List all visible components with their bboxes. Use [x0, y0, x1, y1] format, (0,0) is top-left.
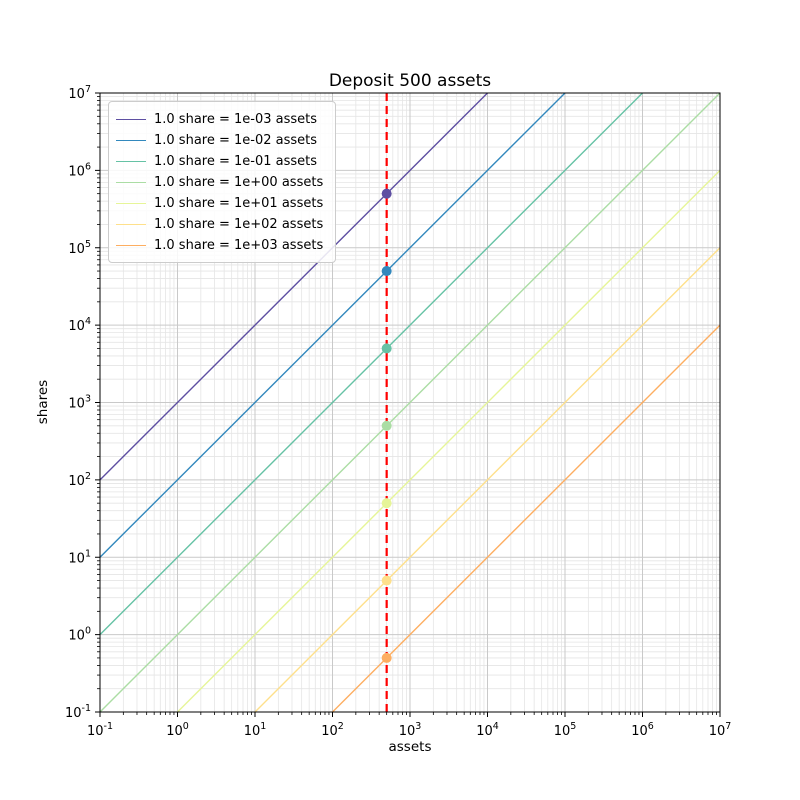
legend-label: 1.0 share = 1e-02 assets	[154, 132, 318, 148]
series-lines	[100, 93, 720, 712]
y-tick-label-1e4: 104	[68, 316, 91, 334]
axis-ticks	[95, 92, 721, 717]
x-tick-label-1e7: 107	[709, 721, 732, 739]
series-line-0	[100, 93, 489, 481]
x-tick-label-1e0: 100	[166, 721, 189, 739]
x-tick-label-1e5: 105	[554, 721, 577, 739]
legend-line-sample	[116, 118, 146, 120]
legend-item-2: 1.0 share = 1e-01 assets	[116, 151, 323, 171]
y-tick-label-1e1: 101	[68, 548, 91, 566]
y-tick-label-1e5: 105	[68, 239, 91, 257]
data-point-2	[381, 343, 392, 354]
series-line-1	[100, 93, 566, 558]
series-line-5	[254, 247, 720, 712]
series-line-4	[176, 169, 720, 712]
legend-label: 1.0 share = 1e+03 assets	[154, 237, 324, 253]
y-tick-label-1e2: 102	[68, 471, 91, 489]
y-tick-label-1e6: 106	[68, 161, 91, 179]
legend-item-1: 1.0 share = 1e-02 assets	[116, 130, 323, 150]
y-axis-label: shares	[35, 379, 51, 425]
legend-label: 1.0 share = 1e+01 assets	[154, 195, 324, 211]
x-tick-label-1e4: 104	[476, 721, 499, 739]
legend-item-5: 1.0 share = 1e+02 assets	[116, 214, 323, 234]
legend: 1.0 share = 1e-03 assets 1.0 share = 1e-0…	[108, 101, 337, 263]
series-line-2	[100, 93, 644, 636]
data-point-1	[381, 266, 392, 277]
legend-item-4: 1.0 share = 1e+01 assets	[116, 193, 323, 213]
legend-item-6: 1.0 share = 1e+03 assets	[116, 235, 323, 255]
y-tick-label-1e0: 100	[68, 626, 91, 644]
x-tick-label-1e3: 103	[399, 721, 422, 739]
y-tick-label-1e3: 103	[68, 394, 91, 412]
legend-label: 1.0 share = 1e+02 assets	[154, 216, 324, 232]
legend-line-sample	[116, 202, 146, 204]
chart-title: Deposit 500 assets	[328, 71, 492, 91]
data-point-4	[381, 498, 392, 509]
series-line-6	[331, 324, 720, 712]
legend-line-sample	[116, 223, 146, 225]
data-point-6	[381, 652, 392, 663]
legend-label: 1.0 share = 1e-01 assets	[154, 153, 318, 169]
x-tick-label-1e-1: 10-1	[87, 721, 113, 739]
data-point-0	[381, 188, 392, 199]
legend-item-3: 1.0 share = 1e+00 assets	[116, 172, 323, 192]
legend-label: 1.0 share = 1e+00 assets	[154, 174, 324, 190]
x-axis-label: assets	[388, 739, 432, 755]
x-tick-label-1e2: 102	[321, 721, 344, 739]
x-tick-label-1e6: 106	[631, 721, 654, 739]
y-tick-label-1e-1: 10-1	[65, 703, 91, 721]
data-points	[381, 188, 392, 663]
legend-line-sample	[116, 160, 146, 162]
legend-label: 1.0 share = 1e-03 assets	[154, 111, 318, 127]
x-tick-label-1e1: 101	[244, 721, 267, 739]
data-point-3	[381, 420, 392, 431]
series-line-3	[100, 93, 720, 712]
legend-line-sample	[116, 139, 146, 141]
legend-item-0: 1.0 share = 1e-03 assets	[116, 109, 323, 129]
legend-line-sample	[116, 244, 146, 246]
data-point-5	[381, 575, 392, 586]
legend-line-sample	[116, 181, 146, 183]
y-tick-label-1e7: 107	[68, 84, 91, 102]
